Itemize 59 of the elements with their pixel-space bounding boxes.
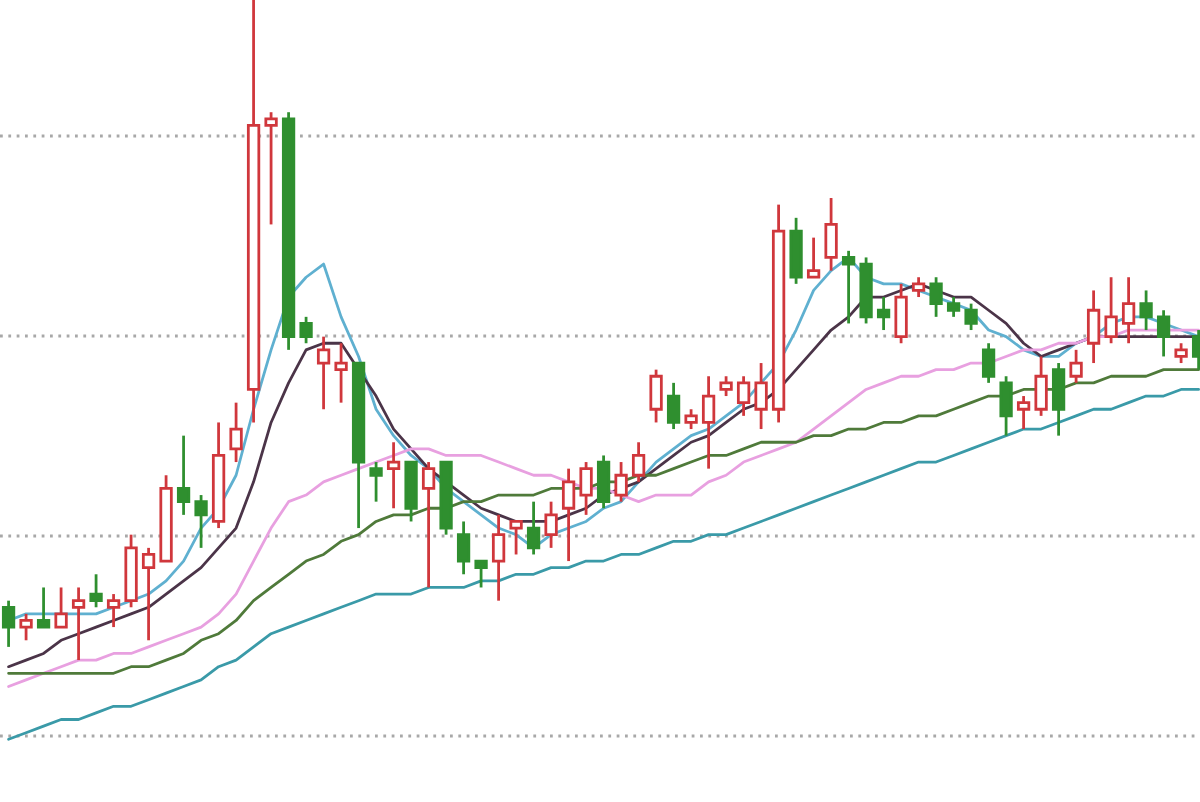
candlestick [964,302,978,332]
candlestick [491,513,506,603]
candlestick [106,592,121,629]
candlestick [876,295,891,332]
candlestick [894,282,908,345]
candlestick [736,374,751,418]
candlestick [754,361,768,431]
candlestick [1174,341,1188,365]
candlestick [1139,289,1153,332]
candlestick [421,460,436,589]
candlestick [824,196,838,273]
candlestick [841,249,856,325]
candlestick [614,460,628,504]
candlestick [316,335,331,411]
candlestick [369,460,383,504]
candlestick [1,599,16,649]
candlestick [929,275,943,319]
candlestick [456,520,471,576]
candlestick [474,559,488,589]
candlestick [89,572,103,609]
candlestick [1156,308,1171,358]
candlestick [299,315,313,345]
candlestick [1121,275,1136,345]
candlestick [1016,394,1031,431]
candlestick [999,374,1013,438]
candlestick [264,110,278,226]
candlestick [911,275,926,299]
candlestick [1034,355,1048,418]
candlestick [176,434,191,517]
candlestick [561,467,576,563]
candlestick [789,216,803,286]
candlestick [141,546,156,642]
candlestick [194,493,208,550]
candlestick [806,236,821,279]
candlestick [404,460,418,523]
candlestick [36,586,51,629]
candlestick [544,500,558,550]
candlestick [684,407,698,431]
candlestick [526,500,541,556]
candlestick [631,440,646,484]
candlestick [509,520,523,556]
candlestick [1069,348,1083,385]
candlestick [666,381,681,431]
candlestick [701,374,716,471]
candlestick [1104,275,1118,345]
candlestick [649,368,663,424]
candlestick [334,341,348,405]
candlestick [229,401,243,464]
candlestick [71,586,86,662]
candlestick [719,374,733,398]
candlestick [1051,361,1066,438]
candlestick [386,440,401,510]
candlestick [54,586,68,629]
candlestick [1086,289,1101,365]
candlestick [596,454,611,510]
candlestick [981,341,996,385]
candlestick [19,612,33,642]
candlestick [579,460,593,517]
candlestick [946,295,961,319]
